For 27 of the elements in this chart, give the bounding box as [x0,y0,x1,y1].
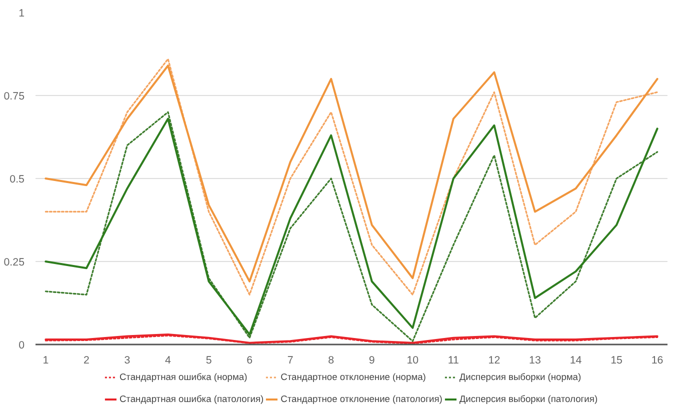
x-tick-label: 1 [42,354,49,366]
legend-label: Стандартная ошибка (норма) [119,372,248,382]
x-tick-label: 15 [610,354,623,366]
x-tick-label: 3 [124,354,130,366]
x-tick-label: 5 [206,354,212,366]
x-tick-label: 6 [246,354,253,366]
x-tick-label: 11 [448,354,460,366]
x-tick-label: 10 [406,354,419,366]
legend-label: Стандартное отклонение (патология) [280,394,442,404]
y-tick-label: 0.75 [4,90,25,102]
x-tick-label: 12 [488,354,500,366]
x-tick-label: 7 [287,354,294,366]
legend-label: Стандартная ошибка (патология) [119,394,264,404]
legend-label: Стандартное отклонение (норма) [280,372,426,382]
x-tick-label: 4 [165,354,172,366]
x-tick-label: 16 [651,354,664,366]
y-tick-label: 0 [18,340,25,352]
x-tick-label: 9 [368,354,375,366]
y-tick-label: 0.25 [4,256,25,268]
y-tick-label: 0.5 [10,174,25,186]
legend-label: Дисперсия выборки (норма) [459,372,582,382]
x-tick-label: 13 [529,354,541,366]
y-tick-label: 1 [18,8,25,20]
x-tick-label: 14 [570,354,582,366]
x-tick-label: 2 [84,354,90,366]
legend-label: Дисперсия выборки (патология) [459,394,598,404]
x-tick-label: 8 [328,354,334,366]
